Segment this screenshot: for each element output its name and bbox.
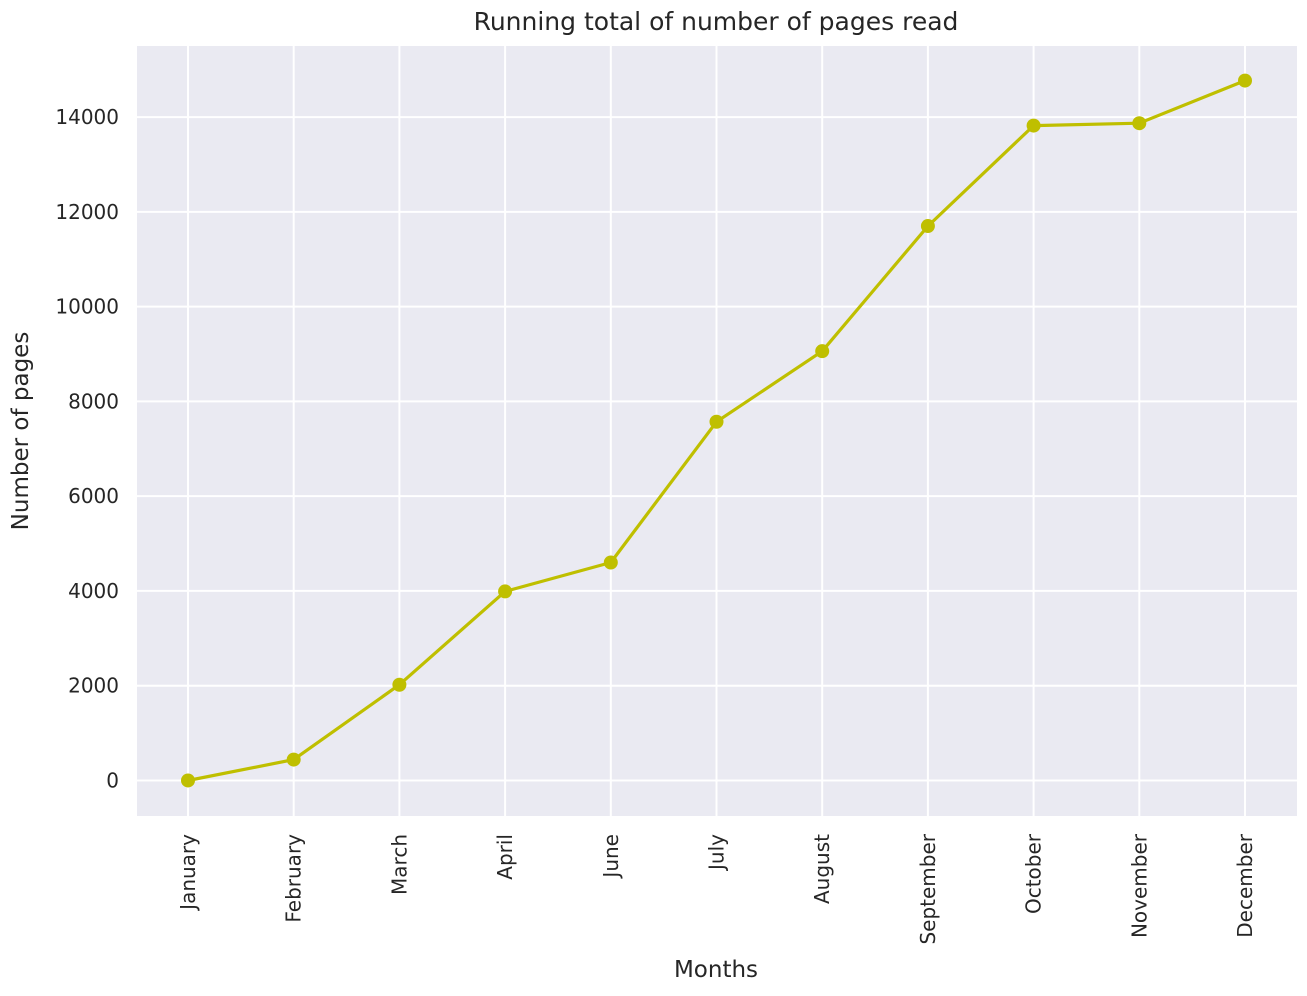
data-point — [709, 414, 724, 429]
data-point — [815, 344, 830, 359]
x-tick-label: December — [1233, 833, 1257, 937]
y-tick-label: 4000 — [68, 579, 119, 603]
data-point — [1026, 118, 1041, 133]
data-point — [603, 555, 618, 570]
x-tick-label: October — [1022, 833, 1046, 914]
x-tick-label: January — [176, 834, 200, 912]
y-tick-label: 12000 — [55, 200, 119, 224]
x-tick-label: March — [387, 834, 411, 895]
x-tick-label: April — [493, 834, 517, 880]
y-tick-label: 2000 — [68, 674, 119, 698]
y-tick-label: 0 — [106, 768, 119, 792]
data-point — [286, 752, 301, 767]
data-point — [498, 584, 513, 599]
x-tick-label: November — [1127, 833, 1151, 938]
y-tick-label: 8000 — [68, 389, 119, 413]
data-point — [920, 219, 935, 234]
y-tick-label: 10000 — [55, 295, 119, 319]
x-tick-label: August — [810, 834, 834, 904]
x-axis-label: Months — [674, 957, 758, 983]
data-point — [1132, 116, 1147, 131]
y-axis-label: Number of pages — [8, 332, 34, 531]
data-series — [181, 73, 1252, 788]
y-tick-label: 6000 — [68, 484, 119, 508]
x-tick-label: September — [916, 833, 940, 944]
data-point — [392, 677, 407, 692]
x-tick-label: July — [705, 834, 729, 872]
chart-title: Running total of number of pages read — [474, 7, 959, 36]
y-tick-label: 14000 — [55, 105, 119, 129]
y-tick-labels: 0 2000 4000 6000 8000 10000 12000 14000 — [55, 105, 119, 792]
x-tick-label: February — [282, 834, 306, 923]
x-tick-label: June — [599, 834, 623, 880]
data-point — [181, 773, 195, 788]
x-tick-labels: January February March April June July August S… — [176, 833, 1257, 944]
data-point — [1238, 73, 1252, 88]
